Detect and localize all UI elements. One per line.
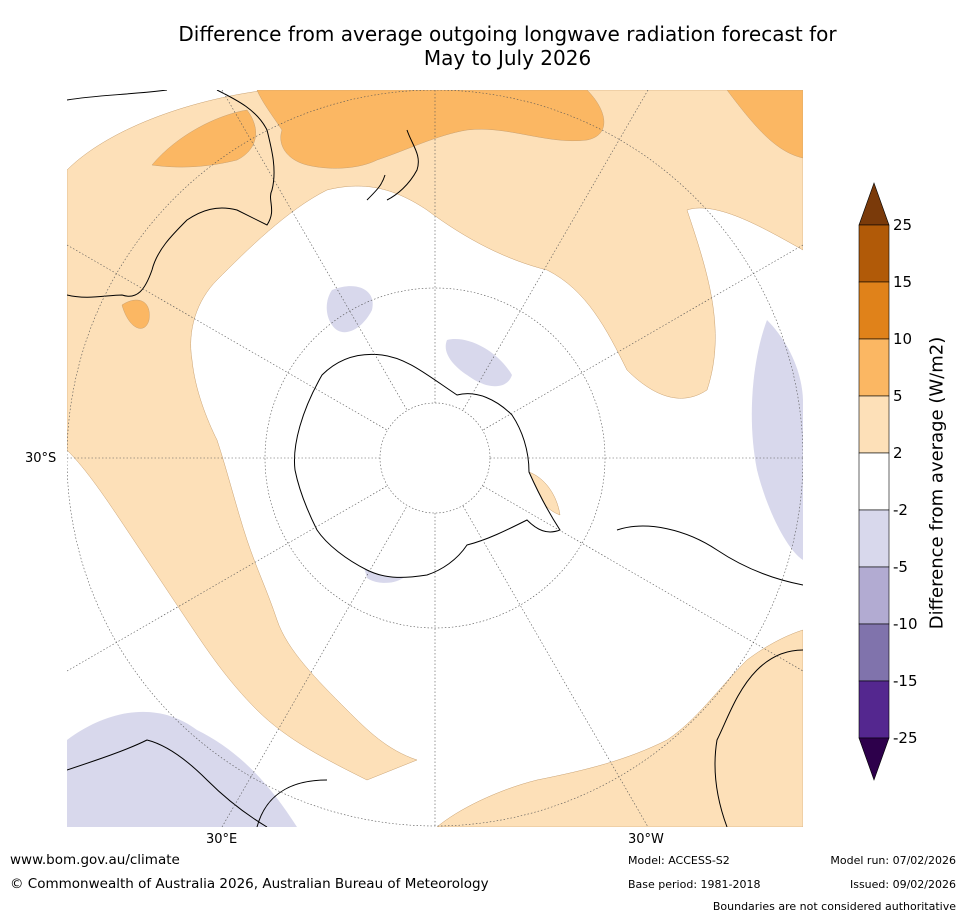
footer-model: Model: ACCESS-S2 (628, 854, 730, 867)
graticule-meridian (221, 90, 408, 411)
graticule-meridian (221, 505, 408, 827)
anomaly-region-5-10-north (151, 90, 605, 169)
colorbar-segment (858, 566, 890, 625)
africa-coastline (67, 739, 328, 827)
title-line-2: May to July 2026 (423, 46, 592, 70)
map-title: Difference from average outgoing longwav… (60, 22, 955, 70)
anomaly-region-5-10-northeast (726, 90, 803, 159)
antarctica-coastline (294, 353, 561, 578)
colorbar-tick-label: 10 (893, 330, 912, 348)
anomaly-region-5-10-west (121, 299, 150, 329)
footer-model-run: Model run: 07/02/2026 (830, 854, 956, 867)
colorbar-segment (858, 338, 890, 397)
colorbar-segment (858, 395, 890, 454)
anomaly-region-2-5-north (67, 90, 803, 781)
graticule-lat-ring (264, 287, 606, 629)
footer-base-period: Base period: 1981-2018 (628, 878, 761, 891)
colorbar-segment (858, 224, 890, 283)
graticule-meridian (482, 244, 803, 431)
anomaly-region-neg2-5-patch1 (326, 286, 373, 333)
colorbar-tick-label: -5 (893, 558, 908, 576)
colorbar: 25 15 10 5 2 -2 -5 -10 -15 -25 (858, 182, 918, 781)
footer-website[interactable]: www.bom.gov.au/climate (10, 852, 180, 868)
graticule-meridian (67, 244, 388, 431)
polar-map (67, 90, 803, 827)
anomaly-region-neg2-5-patch2 (445, 339, 512, 387)
colorbar-segment (858, 509, 890, 568)
colorbar-tick-label: -25 (893, 729, 918, 747)
colorbar-segment (858, 680, 890, 739)
footer-issued: Issued: 09/02/2026 (849, 878, 956, 891)
footer-copyright: © Commonwealth of Australia 2026, Austra… (10, 876, 489, 892)
lon-label-30e: 30°E (206, 832, 238, 847)
new-zealand-coastline (366, 129, 419, 201)
footer-disclaimer: Boundaries are not considered authoritat… (712, 900, 956, 913)
graticule-meridian (482, 485, 803, 672)
colorbar-tick-label: 15 (893, 273, 912, 291)
colorbar-tick-label: -10 (893, 615, 918, 633)
colorbar-tick-label: 25 (893, 216, 912, 234)
colorbar-segment (858, 452, 890, 511)
australia-coastline (67, 90, 275, 298)
anomaly-region-neg2-5-east (751, 320, 803, 560)
colorbar-tick-label: -15 (893, 672, 918, 690)
lat-label-30s: 30°S (25, 451, 57, 466)
title-line-1: Difference from average outgoing longwav… (178, 22, 837, 46)
colorbar-title: Difference from average (W/m2) (926, 336, 948, 630)
colorbar-tick-label: 5 (893, 387, 903, 405)
graticule-meridian (462, 505, 649, 827)
graticule-meridian (67, 485, 388, 672)
colorbar-segment (858, 623, 890, 682)
colorbar-extend-top (858, 182, 890, 226)
colorbar-extend-bottom (858, 737, 890, 781)
anomaly-region-2-5-southeast (436, 629, 803, 827)
south-america-coastline (616, 525, 803, 827)
lon-label-30w: 30°W (628, 832, 664, 847)
graticule-meridian (462, 90, 649, 411)
anomaly-region-neg2-5-southwest (67, 711, 297, 827)
colorbar-tick-label: 2 (893, 444, 903, 462)
colorbar-segment (858, 281, 890, 340)
colorbar-tick-label: -2 (893, 501, 908, 519)
